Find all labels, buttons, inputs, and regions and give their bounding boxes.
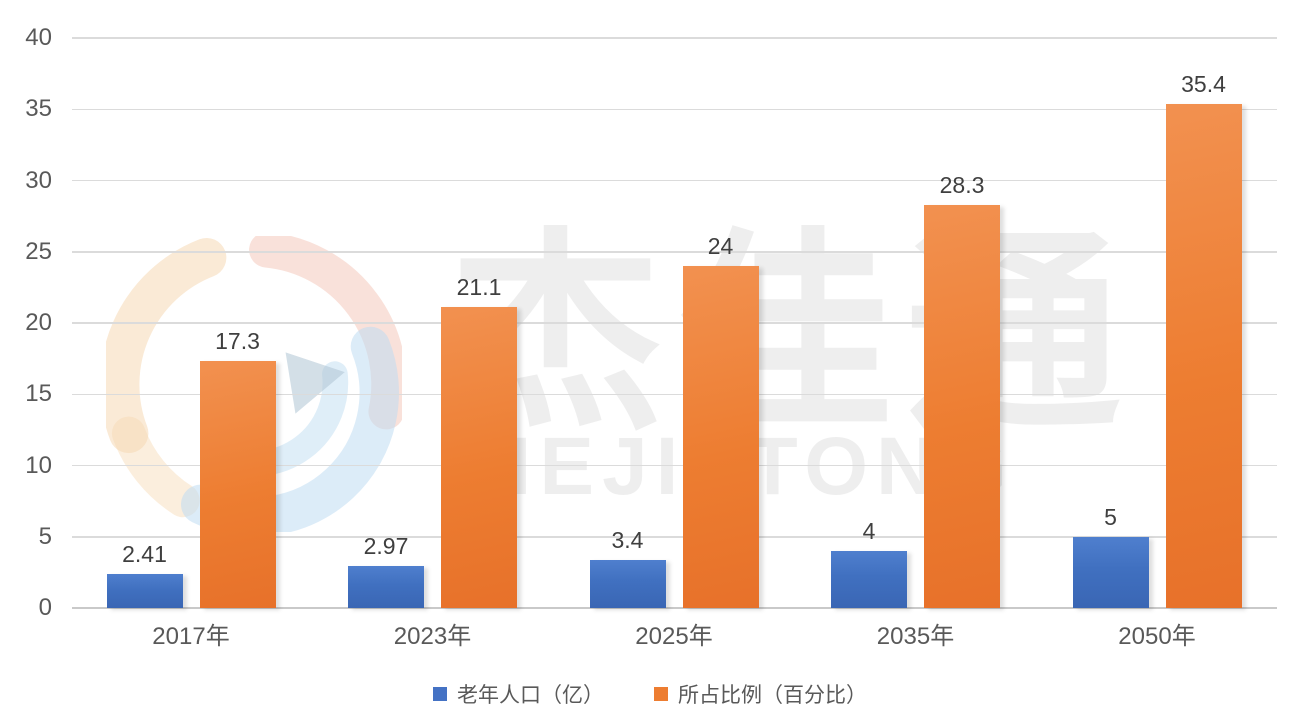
gridline — [72, 179, 1277, 182]
y-axis-tick-label: 5 — [38, 522, 52, 550]
legend-item: 所占比例（百分比） — [654, 679, 867, 709]
bar-value-label: 2.97 — [363, 532, 409, 559]
x-axis-category-label: 2017年 — [152, 623, 230, 650]
y-axis-tick-label: 35 — [25, 95, 52, 123]
bar-value-label: 5 — [1104, 503, 1117, 530]
bar-value-label: 21.1 — [456, 274, 502, 301]
gridline — [72, 464, 1277, 467]
y-axis-tick-label: 25 — [25, 237, 52, 265]
y-axis-tick-label: 20 — [25, 309, 52, 336]
y-axis-tick-label: 30 — [25, 166, 52, 194]
bar-percentage — [1165, 103, 1242, 608]
bar-population — [106, 573, 183, 608]
legend-swatch-icon — [654, 687, 668, 701]
bar-value-label: 35.4 — [1181, 70, 1226, 97]
gridline — [72, 251, 1277, 253]
gridline — [72, 108, 1277, 110]
bar-percentage — [199, 361, 276, 608]
bar-population — [831, 551, 907, 608]
legend-swatch-icon — [433, 687, 447, 701]
bar-percentage — [924, 204, 1000, 608]
bar-population — [1072, 536, 1149, 608]
y-axis-tick-label: 10 — [25, 451, 52, 479]
legend-item: 老年人口（亿） — [433, 679, 604, 709]
bar-value-label: 24 — [707, 233, 734, 259]
bar-value-label: 28.3 — [939, 171, 985, 198]
gridline — [72, 322, 1277, 324]
bar-value-label: 17.3 — [215, 328, 260, 355]
bar-value-label: 2.41 — [122, 540, 167, 567]
bar-percentage — [441, 307, 517, 608]
x-axis-category-label: 2025年 — [635, 623, 713, 650]
legend-label: 老年人口（亿） — [457, 684, 604, 707]
watermark-text-en: JIEJIATONG — [455, 426, 1175, 508]
bar-percentage — [682, 266, 759, 608]
x-axis-category-label: 2050年 — [1118, 623, 1196, 650]
bar-value-label: 4 — [862, 518, 876, 544]
gridline — [72, 393, 1277, 395]
chart-legend: 老年人口（亿） 所占比例（百分比） — [0, 678, 1300, 710]
y-axis-tick-label: 40 — [25, 24, 52, 51]
gridline — [72, 37, 1277, 39]
watermark-text-cn: 杰佳通 — [448, 214, 1135, 455]
bar-population — [348, 565, 424, 608]
gridline — [72, 607, 1277, 609]
y-axis-tick-label: 15 — [25, 380, 52, 408]
bar-value-label: 3.4 — [611, 526, 644, 553]
gridline — [72, 536, 1277, 538]
y-axis-tick-label: 0 — [38, 594, 52, 621]
x-axis-category-label: 2023年 — [393, 623, 472, 650]
legend-label: 所占比例（百分比） — [678, 684, 867, 707]
bar-population — [589, 559, 666, 608]
x-axis-category-label: 2035年 — [876, 623, 955, 650]
